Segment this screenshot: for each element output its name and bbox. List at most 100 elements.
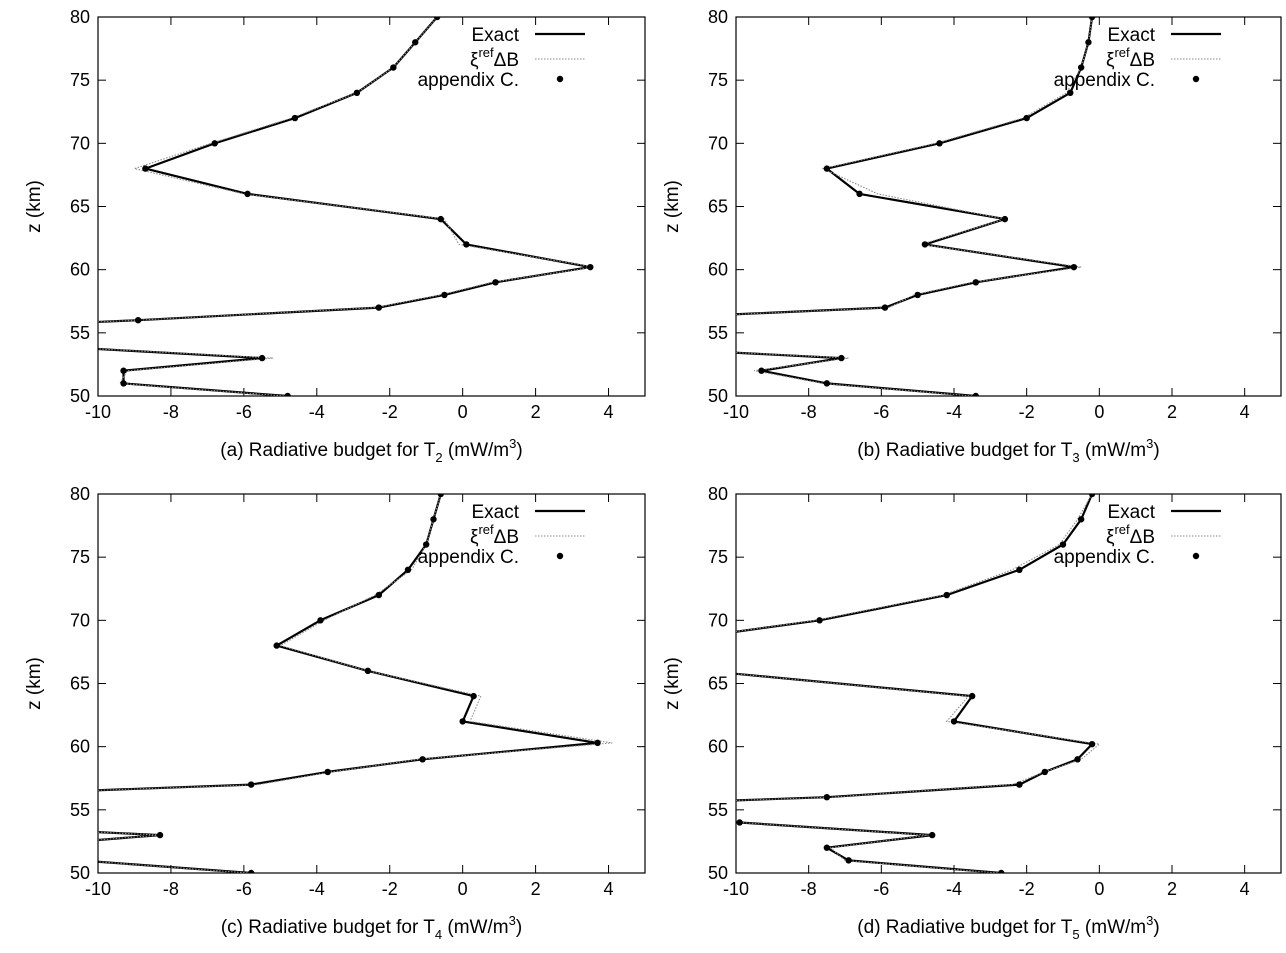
legend-swatch-appendix xyxy=(1192,552,1200,560)
appendix-c-point xyxy=(914,291,921,299)
appendix-c-point xyxy=(291,114,299,122)
appendix-c-point xyxy=(1088,740,1096,748)
appendix-c-point xyxy=(845,857,852,864)
appendix-c-point xyxy=(943,591,950,599)
x-axis-caption: (c) Radiative budget for T4 (mW/m3) xyxy=(221,913,522,942)
x-tick-label: -4 xyxy=(946,879,962,899)
y-tick-label: 80 xyxy=(70,7,90,27)
plot-area xyxy=(736,494,1101,873)
y-tick-label: 75 xyxy=(708,547,728,567)
y-tick-label: 75 xyxy=(70,547,90,567)
legend-label-exact: Exact xyxy=(1107,25,1155,46)
appendix-c-point xyxy=(437,215,444,223)
appendix-c-point xyxy=(1077,64,1085,71)
y-tick-label: 60 xyxy=(70,737,90,757)
legend-label-xi-ref: ξrefΔB xyxy=(1106,522,1155,548)
y-tick-label: 55 xyxy=(708,323,728,343)
appendix-c-point xyxy=(921,241,929,248)
y-tick-label: 50 xyxy=(70,386,90,406)
x-tick-label: -8 xyxy=(163,402,179,422)
x-tick-label: -10 xyxy=(723,879,749,899)
appendix-c-point xyxy=(390,64,397,71)
appendix-c-point xyxy=(736,819,743,826)
xi-ref-delta-b-line xyxy=(98,861,248,873)
x-tick-label: -8 xyxy=(163,879,179,899)
y-tick-label: 65 xyxy=(70,197,90,217)
plot-frame xyxy=(97,493,646,874)
appendix-c-point xyxy=(353,89,361,97)
appendix-c-point xyxy=(1041,768,1049,776)
x-axis-caption: (d) Radiative budget for T5 (mW/m3) xyxy=(857,913,1159,942)
appendix-c-point xyxy=(823,165,831,172)
legend-label-xi-ref: ξrefΔB xyxy=(470,522,519,548)
x-tick-label: 0 xyxy=(458,879,468,899)
appendix-c-point xyxy=(1074,756,1081,763)
x-tick-label: -6 xyxy=(873,402,889,422)
appendix-c-point xyxy=(470,692,477,700)
appendix-c-point xyxy=(972,392,979,396)
xi-ref-delta-b-line xyxy=(736,352,973,396)
appendix-c-point xyxy=(881,304,889,311)
plot-area xyxy=(736,17,1096,396)
y-axis-label: z (km) xyxy=(662,657,683,710)
y-axis-label: z (km) xyxy=(24,180,45,233)
appendix-c-point xyxy=(156,831,164,839)
legend-label-xi-ref: ξrefΔB xyxy=(1106,45,1155,71)
x-tick-label: 4 xyxy=(604,402,614,422)
appendix-c-point xyxy=(816,617,823,624)
appendix-c-point xyxy=(1001,215,1009,223)
appendix-c-point xyxy=(1070,263,1078,271)
appendix-c-point xyxy=(142,165,149,172)
y-tick-label: 80 xyxy=(70,484,90,504)
appendix-c-point xyxy=(950,718,958,725)
x-tick-label: -2 xyxy=(382,879,398,899)
appendix-c-point xyxy=(998,869,1005,873)
appendix-c-point xyxy=(120,367,127,374)
panel-d: -10 -8 -6 -4 -2 0 2 4 50 55 60 65 70 75 80 z (km) (d) Ra… xyxy=(662,484,1282,942)
plot-frame xyxy=(735,16,1282,397)
appendix-c-point xyxy=(594,739,601,747)
appendix-c-point xyxy=(1088,494,1096,498)
x-axis-caption: (b) Radiative budget for T3 (mW/m3) xyxy=(857,436,1159,465)
x-tick-label: 4 xyxy=(1240,402,1250,422)
xi-ref-delta-b-line xyxy=(736,17,1093,315)
appendix-c-point xyxy=(433,17,441,21)
xi-ref-delta-b-line xyxy=(98,494,613,791)
xi-ref-delta-b-line xyxy=(736,821,998,873)
plot-area xyxy=(98,494,613,873)
appendix-c-point xyxy=(441,291,448,299)
y-tick-label: 60 xyxy=(70,260,90,280)
appendix-c-point xyxy=(247,781,255,788)
x-tick-label: 2 xyxy=(531,402,541,422)
y-tick-label: 65 xyxy=(708,197,728,217)
appendix-c-point xyxy=(284,392,291,396)
legend-label-appendix: appendix C. xyxy=(1054,70,1155,91)
exact-line xyxy=(736,672,1094,802)
appendix-c-point xyxy=(1088,17,1096,21)
x-axis-caption: (a) Radiative budget for T2 (mW/m3) xyxy=(220,436,522,465)
appendix-c-point xyxy=(492,279,499,286)
x-tick-label: -6 xyxy=(236,402,252,422)
x-tick-label: -8 xyxy=(801,879,817,899)
y-tick-label: 75 xyxy=(708,70,728,90)
appendix-c-point xyxy=(134,317,142,324)
appendix-c-point xyxy=(1059,541,1067,548)
x-tick-label: -4 xyxy=(946,402,962,422)
x-tick-label: -10 xyxy=(85,402,111,422)
appendix-c-point xyxy=(419,756,426,763)
appendix-c-point xyxy=(375,591,382,599)
legend-swatch-appendix xyxy=(556,75,564,83)
exact-line xyxy=(98,494,599,792)
plot-frame xyxy=(97,16,646,397)
appendix-c-point xyxy=(936,140,943,147)
x-tick-label: 0 xyxy=(458,402,468,422)
x-tick-label: -4 xyxy=(309,402,325,422)
x-tick-label: -2 xyxy=(1019,879,1035,899)
y-tick-label: 50 xyxy=(70,863,90,883)
panel-b: -10 -8 -6 -4 -2 0 2 4 50 55 60 65 70 75 80 z (km) (b) Ra… xyxy=(662,7,1282,465)
x-tick-label: 0 xyxy=(1094,879,1104,899)
y-tick-label: 70 xyxy=(708,610,728,630)
y-tick-label: 65 xyxy=(708,674,728,694)
